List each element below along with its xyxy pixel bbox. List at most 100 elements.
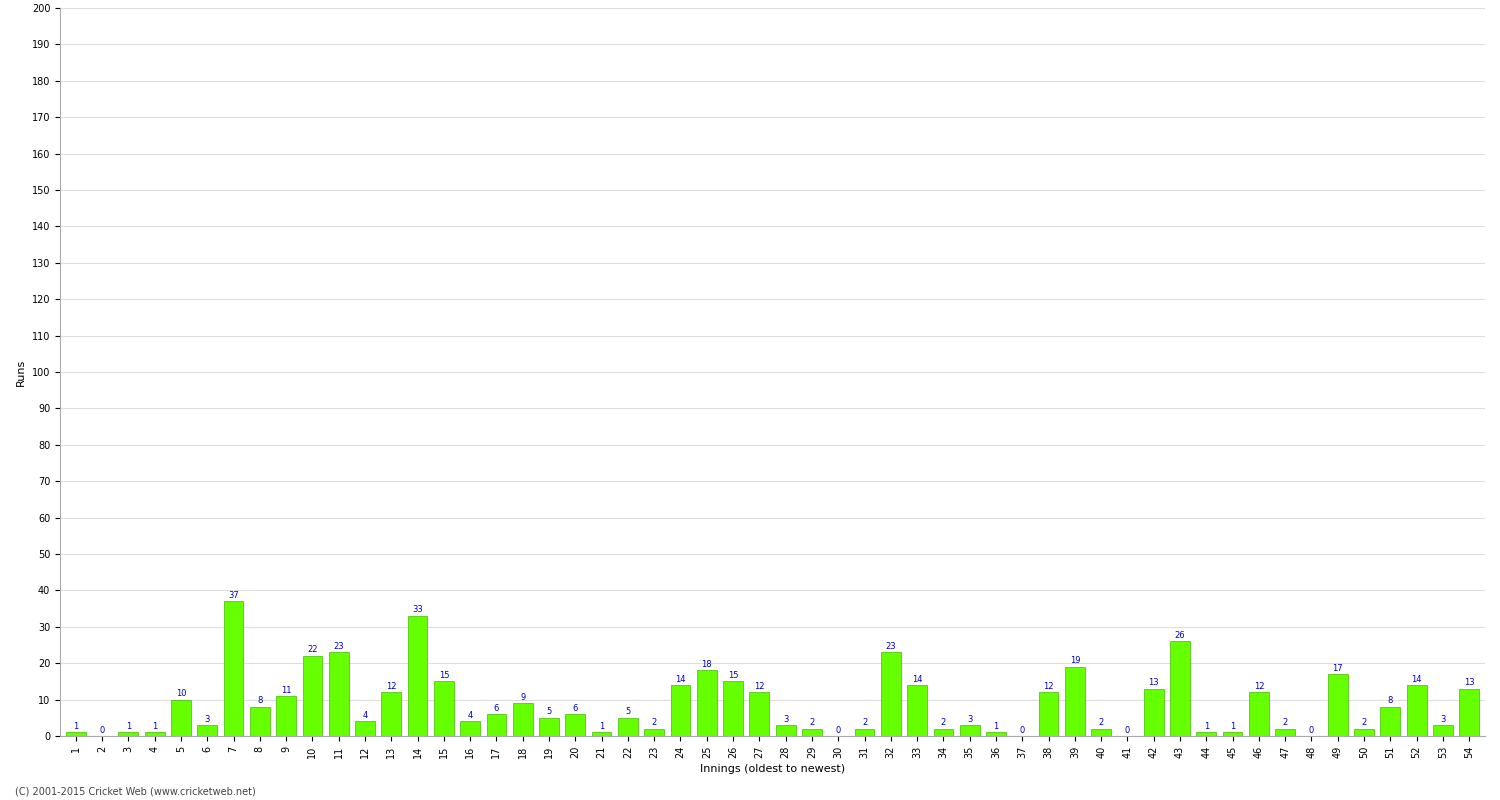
- Text: 1: 1: [993, 722, 999, 731]
- Bar: [328, 652, 348, 736]
- Bar: [933, 729, 954, 736]
- Text: 37: 37: [228, 591, 238, 600]
- Text: 0: 0: [1125, 726, 1130, 734]
- Bar: [146, 732, 165, 736]
- Text: 5: 5: [546, 707, 552, 716]
- Bar: [303, 656, 322, 736]
- Text: 1: 1: [152, 722, 157, 731]
- Bar: [1250, 692, 1269, 736]
- Bar: [251, 707, 270, 736]
- Text: 1: 1: [1203, 722, 1209, 731]
- Bar: [908, 685, 927, 736]
- Text: 23: 23: [885, 642, 896, 651]
- Text: 1: 1: [74, 722, 78, 731]
- Bar: [591, 732, 612, 736]
- Bar: [986, 732, 1006, 736]
- Text: 4: 4: [468, 711, 472, 720]
- Bar: [1197, 732, 1216, 736]
- Text: 26: 26: [1174, 631, 1185, 640]
- Bar: [1170, 642, 1190, 736]
- Bar: [356, 722, 375, 736]
- Text: 12: 12: [1044, 682, 1054, 691]
- Text: 19: 19: [1070, 656, 1080, 666]
- Text: 11: 11: [280, 686, 291, 694]
- Text: 15: 15: [438, 671, 448, 680]
- Text: 33: 33: [413, 606, 423, 614]
- Text: 10: 10: [176, 689, 186, 698]
- Text: 3: 3: [1440, 714, 1446, 724]
- Bar: [513, 703, 532, 736]
- Text: 6: 6: [494, 704, 500, 713]
- Bar: [670, 685, 690, 736]
- Bar: [698, 670, 717, 736]
- Bar: [1328, 674, 1347, 736]
- Bar: [1407, 685, 1426, 736]
- Text: 12: 12: [386, 682, 396, 691]
- Y-axis label: Runs: Runs: [16, 358, 26, 386]
- Text: 8: 8: [1388, 697, 1394, 706]
- Text: 2: 2: [862, 718, 867, 727]
- Bar: [855, 729, 874, 736]
- Bar: [1144, 689, 1164, 736]
- Bar: [880, 652, 900, 736]
- Text: 12: 12: [754, 682, 765, 691]
- Bar: [960, 725, 980, 736]
- Bar: [566, 714, 585, 736]
- Text: 2: 2: [810, 718, 814, 727]
- Bar: [645, 729, 664, 736]
- Text: 3: 3: [968, 714, 972, 724]
- Bar: [408, 616, 428, 736]
- Bar: [381, 692, 400, 736]
- Text: 14: 14: [912, 674, 922, 683]
- Text: 12: 12: [1254, 682, 1264, 691]
- Bar: [750, 692, 770, 736]
- Text: 3: 3: [783, 714, 789, 724]
- Text: 17: 17: [1332, 664, 1342, 673]
- Bar: [723, 682, 742, 736]
- Bar: [1354, 729, 1374, 736]
- Text: 6: 6: [573, 704, 578, 713]
- Text: 0: 0: [836, 726, 842, 734]
- Text: 1: 1: [126, 722, 130, 731]
- Bar: [1222, 732, 1242, 736]
- Text: 2: 2: [1282, 718, 1288, 727]
- Bar: [460, 722, 480, 736]
- Bar: [1380, 707, 1400, 736]
- Text: 1: 1: [598, 722, 604, 731]
- Bar: [538, 718, 560, 736]
- Text: 2: 2: [1362, 718, 1366, 727]
- Bar: [1092, 729, 1112, 736]
- Text: 18: 18: [702, 660, 712, 669]
- Bar: [1065, 667, 1084, 736]
- Text: 9: 9: [520, 693, 525, 702]
- Text: 0: 0: [1020, 726, 1025, 734]
- Bar: [1038, 692, 1059, 736]
- Bar: [1275, 729, 1294, 736]
- Text: 0: 0: [99, 726, 105, 734]
- Text: 5: 5: [626, 707, 630, 716]
- Text: 22: 22: [308, 646, 318, 654]
- Text: 2: 2: [940, 718, 946, 727]
- Bar: [486, 714, 507, 736]
- Bar: [1460, 689, 1479, 736]
- Bar: [118, 732, 138, 736]
- Bar: [66, 732, 86, 736]
- Bar: [276, 696, 296, 736]
- Text: 0: 0: [1310, 726, 1314, 734]
- Bar: [171, 699, 190, 736]
- X-axis label: Innings (oldest to newest): Innings (oldest to newest): [700, 764, 844, 774]
- Text: 13: 13: [1464, 678, 1474, 687]
- Text: 4: 4: [363, 711, 368, 720]
- Bar: [224, 602, 243, 736]
- Bar: [776, 725, 795, 736]
- Text: 13: 13: [1149, 678, 1160, 687]
- Bar: [198, 725, 217, 736]
- Bar: [1432, 725, 1454, 736]
- Text: 2: 2: [651, 718, 657, 727]
- Text: (C) 2001-2015 Cricket Web (www.cricketweb.net): (C) 2001-2015 Cricket Web (www.cricketwe…: [15, 786, 255, 796]
- Text: 8: 8: [256, 697, 262, 706]
- Text: 14: 14: [675, 674, 686, 683]
- Bar: [433, 682, 453, 736]
- Text: 1: 1: [1230, 722, 1234, 731]
- Text: 2: 2: [1098, 718, 1104, 727]
